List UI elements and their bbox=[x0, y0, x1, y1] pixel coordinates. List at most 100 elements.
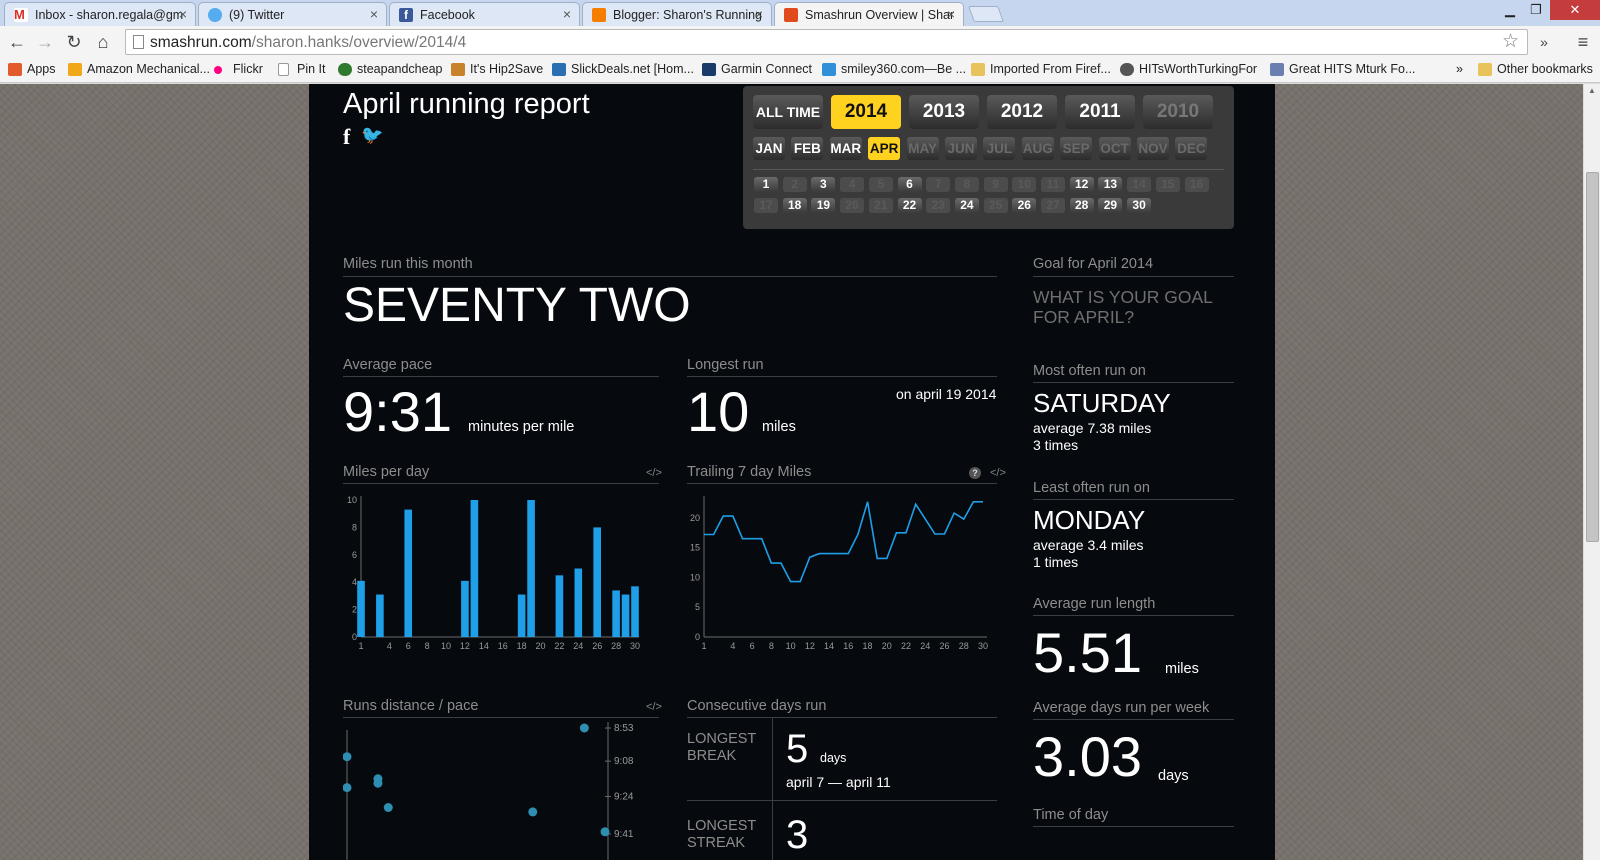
y-tick-label: 10 bbox=[347, 495, 357, 505]
x-tick-label: 10 bbox=[786, 641, 796, 651]
bookmark-star-icon[interactable]: ☆ bbox=[1501, 31, 1519, 52]
divider bbox=[687, 483, 997, 484]
day-button-26[interactable]: 26 bbox=[1012, 198, 1037, 213]
close-icon[interactable]: × bbox=[946, 6, 955, 22]
url-path: /sharon.hanks/overview/2014/4 bbox=[251, 34, 467, 51]
month-button-apr[interactable]: APR bbox=[868, 137, 901, 160]
divider bbox=[687, 376, 997, 377]
picker-divider bbox=[753, 169, 1224, 170]
day-button-20: 20 bbox=[840, 198, 865, 213]
day-button-24[interactable]: 24 bbox=[954, 198, 979, 213]
facebook-share-icon[interactable]: f bbox=[343, 124, 351, 149]
menu-icon[interactable]: ≡ bbox=[1577, 32, 1589, 52]
bookmark-greathits[interactable]: Great HITS Mturk Fo... bbox=[1270, 62, 1415, 76]
avg-run-length-label: Average run length bbox=[1033, 596, 1156, 612]
page-icon bbox=[133, 35, 144, 49]
day-button-28[interactable]: 28 bbox=[1069, 198, 1094, 213]
smashrun-icon bbox=[784, 8, 798, 22]
bookmark-amazon[interactable]: Amazon Mechanical... bbox=[68, 62, 210, 76]
home-icon[interactable]: ⌂ bbox=[97, 32, 109, 52]
twitter-share-icon[interactable]: 🐦 bbox=[361, 125, 384, 145]
day-button-3[interactable]: 3 bbox=[811, 177, 836, 192]
month-button-feb[interactable]: FEB bbox=[791, 137, 824, 160]
page-viewport: April running report f 🐦 ALL TIME 2014 201… bbox=[0, 84, 1583, 860]
longest-break-value: 5 bbox=[786, 727, 809, 771]
other-bookmarks[interactable]: Other bookmarks bbox=[1478, 62, 1593, 76]
day-button-1[interactable]: 1 bbox=[754, 177, 778, 192]
close-icon[interactable]: × bbox=[754, 6, 763, 22]
day-button-29[interactable]: 29 bbox=[1098, 198, 1123, 213]
bookmark-hitsworth[interactable]: HITsWorthTurkingFor bbox=[1120, 62, 1257, 76]
minimize-button[interactable]: ▁ bbox=[1505, 2, 1515, 17]
year-button-all-time[interactable]: ALL TIME bbox=[753, 95, 823, 129]
day-button-18[interactable]: 18 bbox=[782, 198, 807, 213]
day-button-30[interactable]: 30 bbox=[1127, 198, 1152, 213]
window-close-button[interactable]: ✕ bbox=[1550, 0, 1600, 20]
new-tab-button[interactable] bbox=[968, 6, 1004, 22]
extensions-overflow-icon[interactable]: » bbox=[1540, 34, 1548, 50]
year-button-2011[interactable]: 2011 bbox=[1065, 95, 1135, 129]
x-tick-label: 18 bbox=[517, 641, 527, 651]
run-point-5 bbox=[528, 807, 538, 817]
tab-twitter[interactable]: (9) Twitter × bbox=[198, 2, 387, 26]
day-button-25: 25 bbox=[983, 198, 1008, 213]
day-button-13[interactable]: 13 bbox=[1098, 177, 1123, 192]
bookmark-imported[interactable]: Imported From Firef... bbox=[971, 62, 1111, 76]
bookmark-flickr[interactable]: Flickr bbox=[214, 62, 263, 76]
scrollbar-thumb[interactable] bbox=[1586, 172, 1599, 542]
tab-facebook[interactable]: f Facebook × bbox=[389, 2, 580, 26]
day-button-6[interactable]: 6 bbox=[897, 177, 922, 192]
embed-code-icon[interactable]: </> bbox=[646, 467, 662, 479]
embed-code-icon[interactable]: </> bbox=[646, 701, 662, 713]
longest-break-label: LONGEST BREAK bbox=[687, 731, 757, 764]
folder-icon bbox=[971, 63, 985, 76]
embed-code-icon[interactable]: </> bbox=[990, 467, 1006, 479]
goal-input-prompt[interactable]: WHAT IS YOUR GOAL FOR APRIL? bbox=[1033, 287, 1213, 327]
avg-days-per-week-unit: days bbox=[1158, 768, 1189, 784]
scroll-up-icon[interactable]: ▲ bbox=[1588, 86, 1596, 95]
bookmark-label: Garmin Connect bbox=[721, 62, 813, 76]
bookmark-slickdeals[interactable]: SlickDeals.net [Hom... bbox=[552, 62, 694, 76]
bookmark-label: Imported From Firef... bbox=[990, 62, 1111, 76]
month-button-jan[interactable]: JAN bbox=[753, 137, 785, 160]
most-often-label: Most often run on bbox=[1033, 363, 1146, 379]
day-button-22[interactable]: 22 bbox=[897, 198, 922, 213]
year-button-2013[interactable]: 2013 bbox=[909, 95, 979, 129]
x-tick-label: 20 bbox=[882, 641, 892, 651]
day-button-12[interactable]: 12 bbox=[1069, 177, 1094, 192]
help-icon[interactable]: ? bbox=[969, 467, 981, 479]
month-button-mar[interactable]: MAR bbox=[829, 137, 862, 160]
day-button-21: 21 bbox=[868, 198, 893, 213]
longest-run-date: on april 19 2014 bbox=[896, 386, 997, 402]
restore-button[interactable]: ❐ bbox=[1530, 2, 1542, 17]
forward-arrow-icon[interactable]: → bbox=[36, 32, 54, 52]
tab-gmail[interactable]: M Inbox - sharon.regala@gm × bbox=[4, 2, 196, 26]
bookmark-hip2save[interactable]: It's Hip2Save bbox=[451, 62, 543, 76]
close-icon[interactable]: × bbox=[562, 6, 571, 22]
x-tick-label: 1 bbox=[701, 641, 706, 651]
bar-day-29 bbox=[621, 594, 630, 637]
bookmark-label: steapandcheap bbox=[357, 62, 443, 76]
page-scrollbar[interactable]: ▲ bbox=[1583, 84, 1600, 860]
time-of-day-label: Time of day bbox=[1033, 807, 1109, 823]
bar-day-12 bbox=[461, 580, 469, 637]
url-text: smashrun.com/sharon.hanks/overview/2014/… bbox=[150, 34, 466, 52]
runs-distance-pace-label: Runs distance / pace bbox=[343, 698, 479, 714]
year-button-2012[interactable]: 2012 bbox=[987, 95, 1057, 129]
tab-blogger[interactable]: Blogger: Sharon's Running × bbox=[582, 2, 772, 26]
bookmark-smiley360[interactable]: smiley360.com—Be ... bbox=[822, 62, 966, 76]
runs-distance-pace-chart: 8:53 9:08 9:24 9:41 bbox=[343, 722, 634, 860]
bookmark-garmin[interactable]: Garmin Connect bbox=[702, 62, 812, 76]
close-icon[interactable]: × bbox=[369, 6, 378, 22]
address-bar[interactable]: smashrun.com/sharon.hanks/overview/2014/… bbox=[125, 29, 1528, 55]
tab-smashrun[interactable]: Smashrun Overview | Shar × bbox=[774, 2, 964, 27]
bookmarks-overflow-button[interactable]: » bbox=[1456, 62, 1463, 76]
back-arrow-icon[interactable]: ← bbox=[8, 32, 26, 52]
bookmark-steapandcheap[interactable]: steapandcheap bbox=[338, 62, 443, 76]
bookmark-pinit[interactable]: Pin It bbox=[278, 62, 326, 76]
year-button-2014[interactable]: 2014 bbox=[831, 95, 901, 129]
bookmark-apps[interactable]: Apps bbox=[8, 62, 56, 76]
day-button-19[interactable]: 19 bbox=[811, 198, 836, 213]
reload-icon[interactable]: ↻ bbox=[66, 32, 82, 52]
close-icon[interactable]: × bbox=[178, 6, 187, 22]
